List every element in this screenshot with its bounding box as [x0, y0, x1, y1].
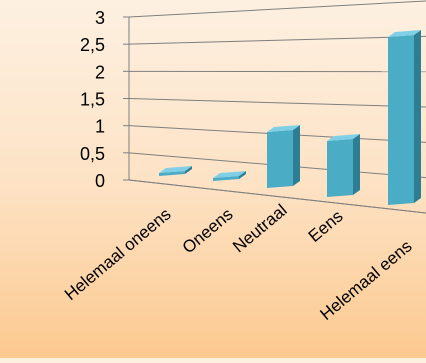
bar: [159, 166, 192, 176]
y-tick-label: 0: [95, 171, 105, 191]
x-tick-label: Oneens: [179, 205, 237, 258]
y-tick-label: 2: [95, 62, 105, 82]
bar-side-face: [353, 134, 360, 195]
x-tick-label: Helemaal eens: [316, 237, 415, 324]
bars: [159, 30, 421, 205]
bar-front-face: [388, 35, 414, 205]
gridline: [129, 36, 426, 44]
bar-front-face: [267, 130, 293, 188]
y-tick-labels: 0 0,5 1 1,5 2 2,5 3: [80, 8, 105, 191]
gridline: [129, 99, 426, 108]
y-tick-label: 3: [95, 8, 105, 28]
y-tick-label: 1: [95, 117, 105, 137]
x-tick-label: Neutraal: [229, 201, 290, 257]
bar-front-face: [327, 139, 353, 197]
y-tick-label: 2,5: [80, 35, 105, 55]
x-tick-label: Eens: [305, 207, 347, 246]
y-tick-label: 0,5: [80, 144, 105, 164]
y-tick-label: 1,5: [80, 90, 105, 110]
bar: [327, 134, 360, 197]
bar: [213, 171, 246, 181]
bar-side-face: [414, 30, 421, 203]
bar-side-face: [293, 125, 300, 186]
x-tick-label: Helemaal oneens: [61, 205, 175, 305]
bar: [388, 30, 421, 205]
bar: [267, 125, 300, 188]
gridline: [129, 1, 426, 17]
